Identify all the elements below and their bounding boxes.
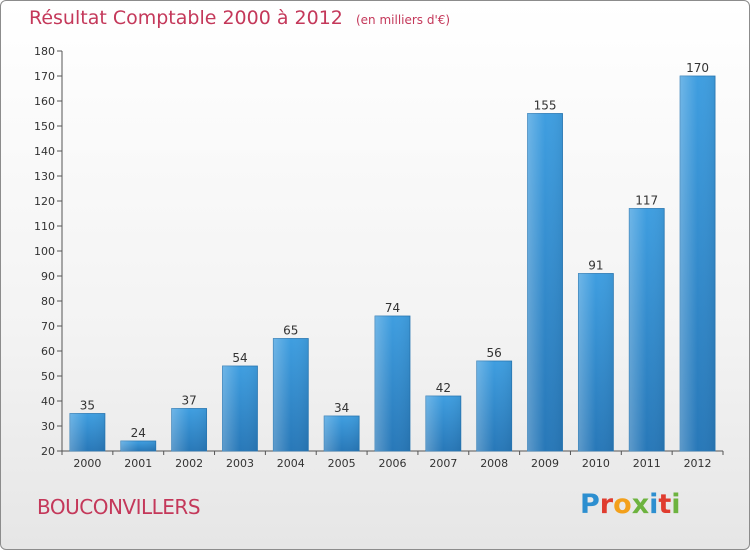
logo-letter: i	[671, 489, 681, 520]
x-tick-label-2003: 2003	[226, 457, 254, 470]
value-label-2009: 155	[534, 99, 557, 113]
bar-shine-2010	[578, 273, 614, 451]
value-label-2003: 54	[232, 351, 247, 365]
value-label-2011: 117	[635, 194, 658, 208]
value-label-2004: 65	[283, 324, 298, 338]
y-tick-label: 100	[34, 245, 55, 258]
bar-shine-2004	[273, 338, 309, 451]
chart-title: Résultat Comptable 2000 à 2012 (en milli…	[29, 7, 450, 29]
value-label-2007: 42	[436, 381, 451, 395]
x-tick-label-2004: 2004	[277, 457, 305, 470]
y-tick-label: 60	[41, 345, 55, 358]
y-tick-label: 120	[34, 195, 55, 208]
bar-shine-2000	[69, 413, 105, 451]
value-label-2005: 34	[334, 401, 349, 415]
y-tick-label: 80	[41, 295, 55, 308]
bar-shine-2003	[222, 366, 258, 451]
y-tick-label: 50	[41, 370, 55, 383]
bar-shine-2012	[680, 76, 716, 451]
value-label-2008: 56	[487, 346, 502, 360]
x-tick-label-2011: 2011	[633, 457, 661, 470]
bar-shine-2006	[375, 316, 410, 451]
bar-shine-2005	[324, 416, 360, 451]
x-tick-label-2010: 2010	[582, 457, 610, 470]
y-tick-label: 130	[34, 170, 55, 183]
bar-shine-2002	[171, 408, 207, 451]
y-tick-label: 150	[34, 120, 55, 133]
y-tick-label: 20	[41, 445, 55, 458]
value-label-2001: 24	[131, 426, 146, 440]
unit-note: (en milliers d'€)	[355, 13, 451, 27]
x-tick-label-2006: 2006	[379, 457, 407, 470]
x-tick-label-2012: 2012	[684, 457, 712, 470]
logo-letter: P	[580, 489, 600, 520]
value-label-2000: 35	[80, 399, 95, 413]
value-label-2006: 74	[385, 301, 400, 315]
y-tick-label: 90	[41, 270, 55, 283]
y-tick-label: 70	[41, 320, 55, 333]
y-tick-label: 40	[41, 395, 55, 408]
x-tick-label-2005: 2005	[328, 457, 356, 470]
value-labels: 35 2000 24 2001 37 2002 54 2003 65 2004 34 2005 74 20…	[73, 61, 711, 470]
x-tick-label-2008: 2008	[480, 457, 508, 470]
bars	[69, 75, 716, 452]
y-tick-label: 180	[34, 45, 55, 58]
logo-letter: o	[613, 489, 632, 520]
logo-letter: i	[649, 489, 659, 520]
x-tick-label-2000: 2000	[73, 457, 101, 470]
bar-shine-2011	[629, 208, 665, 451]
logo-letter: t	[658, 489, 672, 520]
city-name: BOUCONVILLERS	[37, 495, 201, 519]
x-tick-label-2007: 2007	[429, 457, 457, 470]
y-tick-label: 30	[41, 420, 55, 433]
x-tick-label-2001: 2001	[124, 457, 152, 470]
logo-letter: x	[631, 489, 650, 520]
y-tick-label: 160	[34, 95, 55, 108]
value-label-2012: 170	[686, 61, 709, 75]
value-label-2010: 91	[588, 259, 603, 273]
bar-shine-2007	[425, 396, 461, 451]
value-label-2002: 37	[181, 394, 196, 408]
x-tick-label-2002: 2002	[175, 457, 203, 470]
bar-shine-2008	[476, 361, 512, 451]
proxiti-logo: Proxiti	[580, 489, 681, 520]
logo-letter: r	[599, 489, 614, 520]
x-tick-label-2009: 2009	[531, 457, 559, 470]
y-tick-label: 170	[34, 70, 55, 83]
bar-shine-2001	[120, 441, 156, 451]
y-tick-label: 110	[34, 220, 55, 233]
bar-shine-2009	[527, 113, 563, 451]
title-text: Résultat Comptable 2000 à 2012	[29, 7, 343, 29]
y-tick-label: 140	[34, 145, 55, 158]
